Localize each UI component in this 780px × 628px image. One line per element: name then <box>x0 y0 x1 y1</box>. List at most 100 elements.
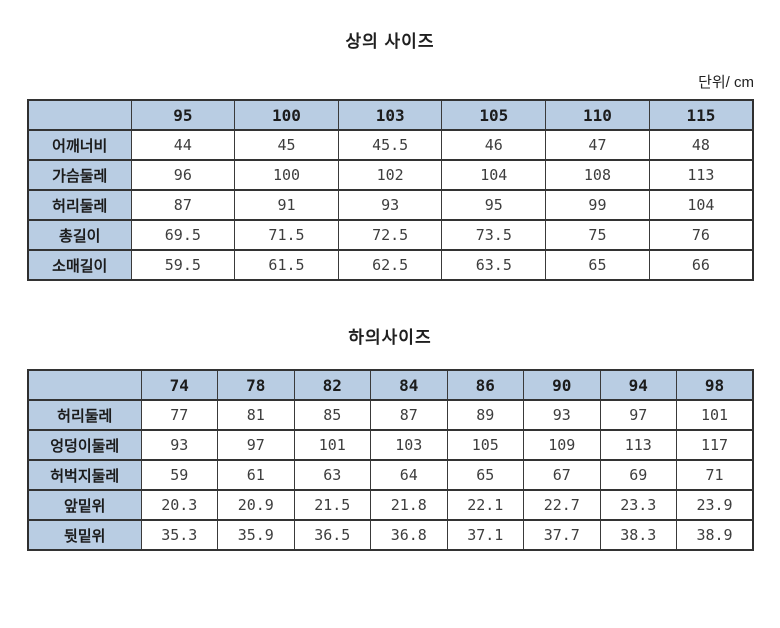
size-value-cell: 89 <box>446 399 524 431</box>
top-sizes-title: 상의 사이즈 <box>345 32 435 51</box>
size-value-cell: 47 <box>545 129 650 161</box>
size-value-cell: 45 <box>234 129 339 161</box>
header-row: 74 78 82 84 86 90 94 98 <box>27 369 754 401</box>
size-value-cell: 69 <box>599 459 677 491</box>
table-row: 소매길이 59.5 61.5 62.5 63.5 65 66 <box>27 249 754 281</box>
size-value-cell: 38.9 <box>676 519 754 551</box>
size-value-cell: 36.8 <box>370 519 448 551</box>
size-value-cell: 97 <box>599 399 677 431</box>
size-value-cell: 20.3 <box>140 489 218 521</box>
corner-cell <box>27 369 142 401</box>
size-column-header: 110 <box>545 99 650 131</box>
size-value-cell: 38.3 <box>599 519 677 551</box>
size-value-cell: 117 <box>676 429 754 461</box>
size-value-cell: 37.1 <box>446 519 524 551</box>
size-value-cell: 63 <box>293 459 371 491</box>
row-label: 허리둘레 <box>27 189 132 221</box>
table-row: 허벅지둘레 59 61 63 64 65 67 69 71 <box>27 459 754 491</box>
size-value-cell: 113 <box>599 429 677 461</box>
size-value-cell: 35.3 <box>140 519 218 551</box>
size-value-cell: 104 <box>441 159 547 191</box>
size-value-cell: 59.5 <box>130 249 236 281</box>
size-value-cell: 65 <box>446 459 524 491</box>
size-column-header: 103 <box>337 99 443 131</box>
unit-label: 단위/ cm <box>698 74 754 91</box>
size-value-cell: 64 <box>370 459 448 491</box>
size-value-cell: 46 <box>441 129 547 161</box>
size-value-cell: 37.7 <box>523 519 601 551</box>
size-value-cell: 91 <box>234 189 339 221</box>
size-value-cell: 71.5 <box>234 219 339 251</box>
size-value-cell: 113 <box>648 159 754 191</box>
table-row: 가슴둘레 96 100 102 104 108 113 <box>27 159 754 191</box>
size-value-cell: 108 <box>545 159 650 191</box>
size-value-cell: 65 <box>545 249 650 281</box>
size-value-cell: 23.9 <box>676 489 754 521</box>
size-value-cell: 101 <box>676 399 754 431</box>
size-value-cell: 99 <box>545 189 650 221</box>
size-value-cell: 85 <box>293 399 371 431</box>
table-row: 허리둘레 77 81 85 87 89 93 97 101 <box>27 399 754 431</box>
table-row: 뒷밑위 35.3 35.9 36.5 36.8 37.1 37.7 38.3 38.9 <box>27 519 754 551</box>
row-label: 가슴둘레 <box>27 159 132 191</box>
table-row: 허리둘레 87 91 93 95 99 104 <box>27 189 754 221</box>
size-value-cell: 104 <box>648 189 754 221</box>
header-row: 95 100 103 105 110 115 <box>27 99 754 131</box>
size-column-header: 78 <box>217 369 295 401</box>
size-value-cell: 81 <box>217 399 295 431</box>
size-value-cell: 109 <box>523 429 601 461</box>
size-column-header: 74 <box>140 369 218 401</box>
size-value-cell: 87 <box>370 399 448 431</box>
size-value-cell: 103 <box>370 429 448 461</box>
size-value-cell: 87 <box>130 189 236 221</box>
size-column-header: 98 <box>676 369 754 401</box>
top-sizes-table: 95 100 103 105 110 115 어깨너비 44 45 45.5 46 47 48 가슴둘레… <box>27 99 754 281</box>
corner-cell <box>27 99 132 131</box>
size-value-cell: 93 <box>337 189 443 221</box>
table-row: 어깨너비 44 45 45.5 46 47 48 <box>27 129 754 161</box>
size-value-cell: 36.5 <box>293 519 371 551</box>
bottom-sizes-title: 하의사이즈 <box>348 328 432 347</box>
size-value-cell: 44 <box>130 129 236 161</box>
size-value-cell: 61 <box>217 459 295 491</box>
size-value-cell: 59 <box>140 459 218 491</box>
size-column-header: 82 <box>293 369 371 401</box>
size-value-cell: 102 <box>337 159 443 191</box>
row-label: 총길이 <box>27 219 132 251</box>
size-value-cell: 63.5 <box>441 249 547 281</box>
size-column-header: 90 <box>523 369 601 401</box>
size-value-cell: 21.8 <box>370 489 448 521</box>
row-label: 앞밑위 <box>27 489 142 521</box>
size-value-cell: 61.5 <box>234 249 339 281</box>
size-column-header: 84 <box>370 369 448 401</box>
size-value-cell: 66 <box>648 249 754 281</box>
size-column-header: 115 <box>648 99 754 131</box>
size-value-cell: 71 <box>676 459 754 491</box>
size-value-cell: 22.1 <box>446 489 524 521</box>
table-row: 앞밑위 20.3 20.9 21.5 21.8 22.1 22.7 23.3 23.9 <box>27 489 754 521</box>
size-value-cell: 35.9 <box>217 519 295 551</box>
size-value-cell: 72.5 <box>337 219 443 251</box>
size-value-cell: 93 <box>140 429 218 461</box>
size-value-cell: 62.5 <box>337 249 443 281</box>
table-row: 엉덩이둘레 93 97 101 103 105 109 113 117 <box>27 429 754 461</box>
size-value-cell: 105 <box>446 429 524 461</box>
size-value-cell: 76 <box>648 219 754 251</box>
size-value-cell: 97 <box>217 429 295 461</box>
row-label: 허리둘레 <box>27 399 142 431</box>
size-value-cell: 100 <box>234 159 339 191</box>
size-value-cell: 73.5 <box>441 219 547 251</box>
size-value-cell: 69.5 <box>130 219 236 251</box>
size-value-cell: 22.7 <box>523 489 601 521</box>
size-value-cell: 77 <box>140 399 218 431</box>
size-value-cell: 96 <box>130 159 236 191</box>
size-column-header: 94 <box>599 369 677 401</box>
size-value-cell: 23.3 <box>599 489 677 521</box>
size-value-cell: 75 <box>545 219 650 251</box>
size-value-cell: 21.5 <box>293 489 371 521</box>
row-label: 어깨너비 <box>27 129 132 161</box>
size-column-header: 100 <box>234 99 339 131</box>
size-column-header: 86 <box>446 369 524 401</box>
size-value-cell: 95 <box>441 189 547 221</box>
